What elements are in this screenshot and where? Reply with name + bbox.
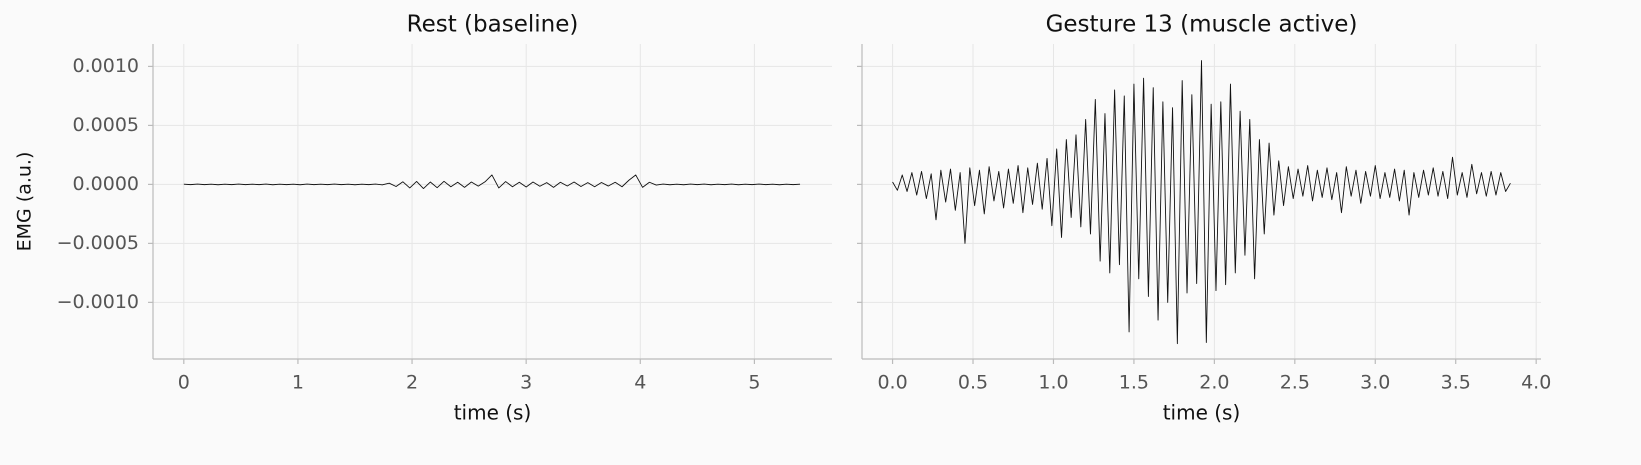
x-tick-label: 2 [406,372,418,394]
x-axis-label: time (s) [454,401,532,425]
y-tick-label: 0.0000 [73,173,139,195]
x-tick-label: 3.5 [1441,372,1471,394]
y-axis-label: EMG (a.u.) [14,152,36,252]
x-tick-label: 3.0 [1360,372,1390,394]
y-tick-label: 0.0010 [73,55,139,77]
x-tick-label: 2.5 [1280,372,1310,394]
x-tick-label: 5 [748,372,760,394]
x-tick-label: 1 [292,372,304,394]
x-tick-label: 0 [178,372,190,394]
emg-line [892,60,1511,345]
emg-line [183,174,801,189]
x-axis-label: time (s) [1163,401,1241,425]
x-tick-label: 4.0 [1521,372,1551,394]
x-tick-label: 0.0 [877,372,907,394]
chart-title: Gesture 13 (muscle active) [1046,12,1358,38]
y-tick-label: −0.0005 [57,232,139,254]
chart-title: Rest (baseline) [407,12,579,38]
y-tick-label: −0.0010 [57,291,139,313]
x-tick-label: 4 [634,372,646,394]
x-tick-label: 0.5 [958,372,988,394]
x-tick-label: 2.0 [1199,372,1229,394]
x-tick-label: 3 [520,372,532,394]
x-tick-label: 1.0 [1038,372,1068,394]
y-tick-label: 0.0005 [73,114,139,136]
x-tick-label: 1.5 [1119,372,1149,394]
